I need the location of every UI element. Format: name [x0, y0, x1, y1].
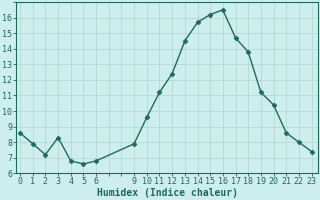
X-axis label: Humidex (Indice chaleur): Humidex (Indice chaleur) — [97, 188, 237, 198]
